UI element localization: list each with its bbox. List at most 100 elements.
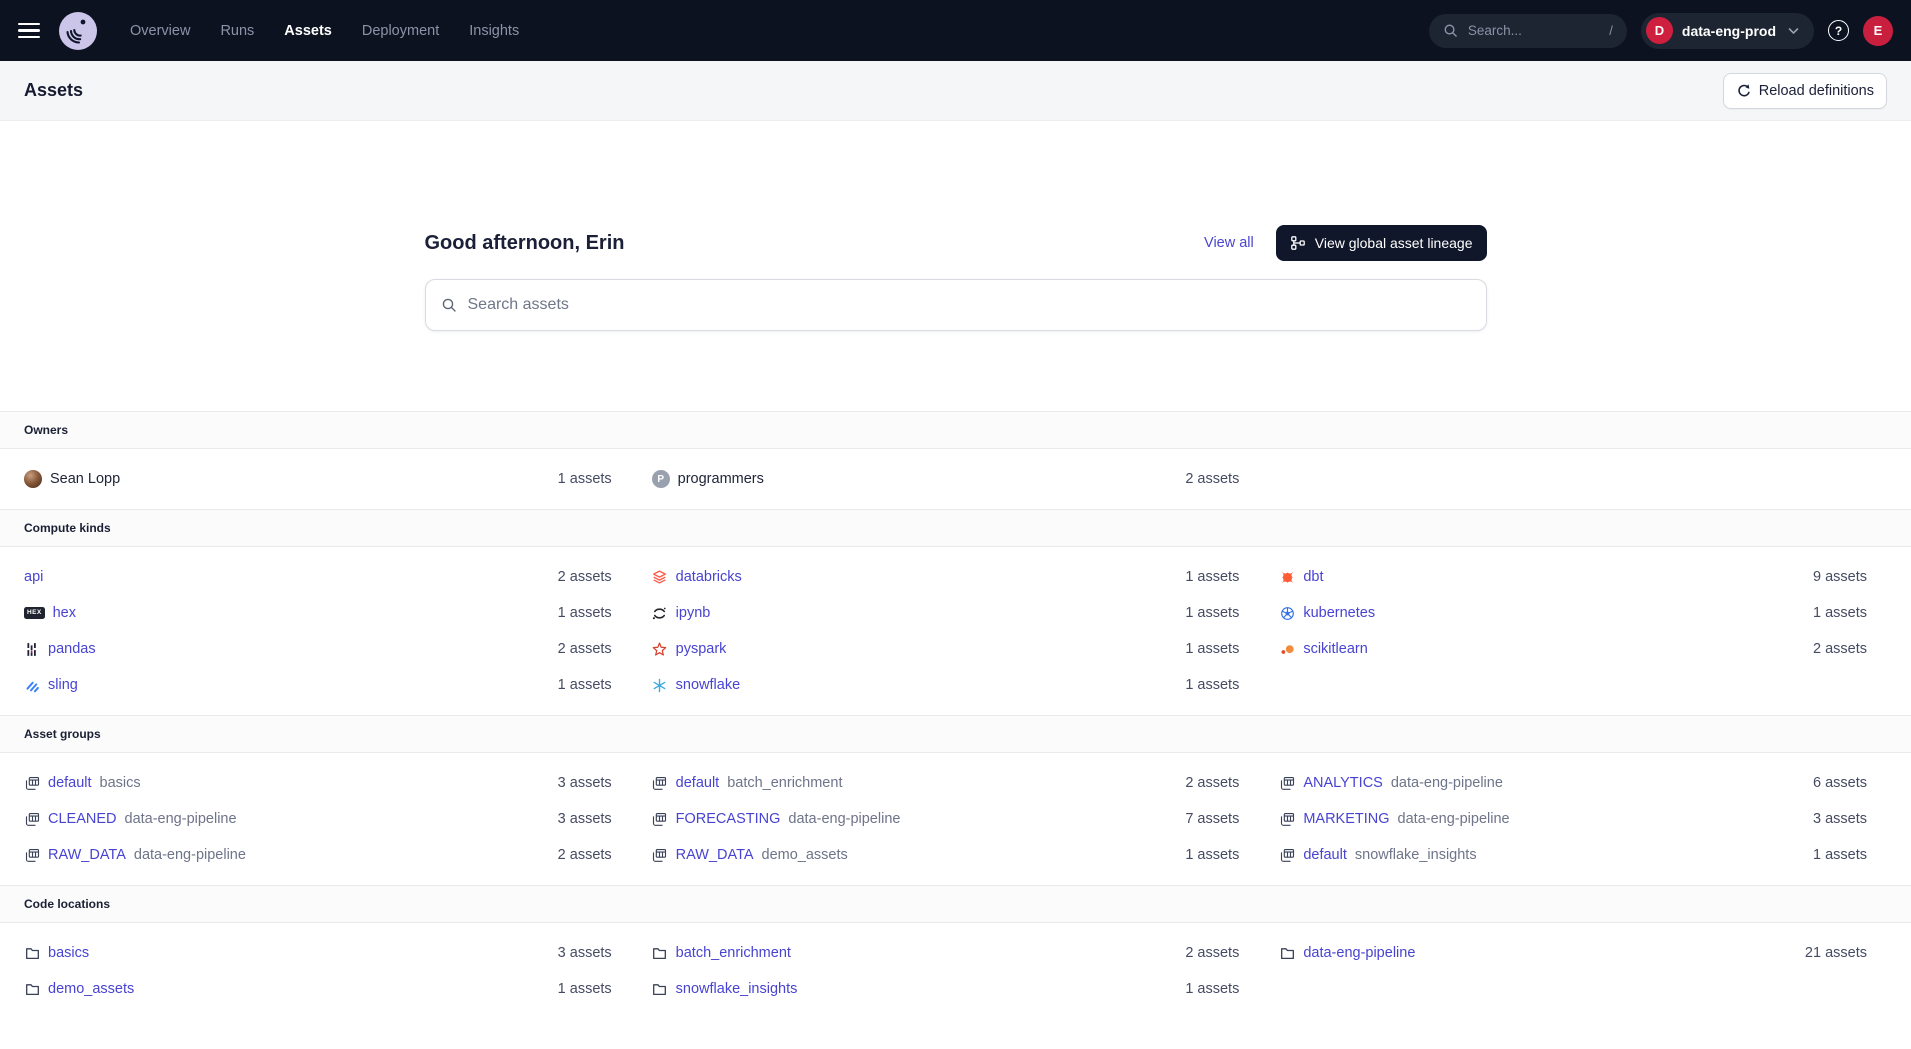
asset-group-icon (652, 776, 668, 791)
asset-name-suffix: data-eng-pipeline (788, 811, 901, 827)
nav-item-overview[interactable]: Overview (130, 22, 191, 39)
section-rows: default basics 3 assets default batch_enrich… (0, 753, 1911, 885)
deployment-switcher[interactable]: D data-eng-prod (1640, 12, 1814, 49)
link-default-snowflake-insights[interactable]: default snowflake_insights (1279, 847, 1477, 863)
chevron-down-icon (1785, 27, 1801, 35)
asset-search-input[interactable] (467, 296, 1471, 314)
asset-count: 2 assets (557, 847, 612, 863)
asset-name: default (675, 775, 720, 791)
link-ipynb[interactable]: ipynb (652, 605, 710, 621)
asset-cell: default snowflake_insights 1 assets (1279, 847, 1867, 863)
asset-name: programmers (677, 471, 764, 487)
view-global-asset-lineage-button[interactable]: View global asset lineage (1275, 225, 1487, 261)
view-all-link[interactable]: View all (1204, 235, 1254, 251)
link-databricks[interactable]: databricks (652, 569, 742, 585)
deployment-name: data-eng-prod (1681, 22, 1776, 39)
dagster-logo-icon[interactable] (58, 11, 98, 51)
asset-name-suffix: demo_assets (761, 847, 848, 863)
link-scikitlearn[interactable]: scikitlearn (1279, 641, 1368, 657)
link-kubernetes[interactable]: kubernetes (1279, 605, 1375, 621)
asset-name: snowflake_insights (675, 981, 798, 997)
link-pandas[interactable]: pandas (24, 641, 96, 657)
asset-cell: batch_enrichment 2 assets (652, 945, 1240, 961)
scikitlearn-icon (1279, 642, 1295, 657)
reload-definitions-button[interactable]: Reload definitions (1722, 72, 1887, 109)
nav-item-assets[interactable]: Assets (284, 22, 332, 39)
folder-icon (24, 982, 40, 997)
link-demo-assets[interactable]: demo_assets (24, 981, 134, 997)
asset-cell: RAW_DATA data-eng-pipeline 2 assets (24, 847, 612, 863)
asset-count: 3 assets (557, 811, 612, 827)
hex-icon: HEX (24, 606, 45, 620)
asset-count: 1 assets (1813, 847, 1867, 863)
search-icon (1443, 23, 1459, 38)
user-avatar-button[interactable]: E (1863, 15, 1893, 46)
menu-icon[interactable] (18, 22, 40, 39)
asset-count: 1 assets (1185, 847, 1240, 863)
asset-cell: ipynb 1 assets (652, 605, 1239, 621)
asset-cell: FORECASTING data-eng-pipeline 7 assets (652, 811, 1239, 827)
link-basics[interactable]: basics (24, 945, 89, 961)
section-label: Owners (24, 423, 69, 437)
pyspark-icon (652, 642, 668, 657)
asset-group-icon (24, 776, 40, 791)
asset-cell: ANALYTICS data-eng-pipeline 6 assets (1279, 775, 1867, 791)
asset-count: 9 assets (1813, 569, 1867, 585)
link-raw-data-demo-assets[interactable]: RAW_DATA demo_assets (652, 847, 848, 863)
global-search[interactable]: / (1428, 13, 1627, 48)
folder-icon (1279, 946, 1295, 961)
table-row: pandas 2 assets pyspark 1 assets scikitlearn… (24, 631, 1867, 667)
table-row: CLEANED data-eng-pipeline 3 assets FORECAST… (24, 801, 1867, 837)
help-icon[interactable]: ? (1828, 20, 1849, 41)
lineage-icon (1290, 235, 1306, 251)
nav-item-deployment[interactable]: Deployment (361, 22, 440, 39)
table-row: default basics 3 assets default batch_enrich… (24, 765, 1867, 801)
asset-group-icon (1279, 776, 1295, 791)
link-data-eng-pipeline[interactable]: data-eng-pipeline (1279, 945, 1415, 961)
asset-search-box[interactable] (424, 279, 1487, 331)
nav-item-insights[interactable]: Insights (469, 22, 520, 39)
reload-definitions-label: Reload definitions (1758, 82, 1874, 99)
asset-name-suffix: data-eng-pipeline (124, 811, 237, 827)
asset-count: 3 assets (557, 945, 612, 961)
link-snowflake-insights[interactable]: snowflake_insights (652, 981, 798, 997)
link-api[interactable]: api (24, 569, 43, 585)
asset-cell: snowflake_insights 1 assets (652, 981, 1239, 997)
asset-count: 1 assets (557, 981, 612, 997)
asset-name: batch_enrichment (675, 945, 791, 961)
asset-cell: CLEANED data-eng-pipeline 3 assets (24, 811, 612, 827)
link-snowflake[interactable]: snowflake (652, 677, 740, 693)
link-hex[interactable]: HEX hex (24, 605, 76, 621)
asset-name: ANALYTICS (1303, 775, 1383, 791)
global-search-input[interactable] (1467, 23, 1601, 38)
folder-icon (652, 982, 668, 997)
asset-count: 2 assets (1185, 945, 1240, 961)
nav-item-runs[interactable]: Runs (220, 22, 255, 39)
asset-cell: default batch_enrichment 2 assets (652, 775, 1239, 791)
asset-count: 2 assets (557, 641, 612, 657)
asset-count: 2 assets (1813, 641, 1867, 657)
asset-cell: demo_assets 1 assets (24, 981, 612, 997)
deployment-badge: D (1645, 17, 1673, 44)
link-dbt[interactable]: dbt (1279, 569, 1324, 585)
link-analytics-data-eng-pipeline[interactable]: ANALYTICS data-eng-pipeline (1279, 775, 1503, 791)
link-raw-data-data-eng-pipeline[interactable]: RAW_DATA data-eng-pipeline (24, 847, 246, 863)
link-cleaned-data-eng-pipeline[interactable]: CLEANED data-eng-pipeline (24, 811, 237, 827)
link-forecasting-data-eng-pipeline[interactable]: FORECASTING data-eng-pipeline (652, 811, 901, 827)
asset-cell: kubernetes 1 assets (1279, 605, 1867, 621)
link-default-batch-enrichment[interactable]: default batch_enrichment (652, 775, 842, 791)
asset-cell: dbt 9 assets (1279, 569, 1867, 585)
link-sean-lopp[interactable]: Sean Lopp (24, 470, 120, 488)
link-batch-enrichment[interactable]: batch_enrichment (652, 945, 791, 961)
asset-cell: scikitlearn 2 assets (1279, 641, 1867, 657)
link-marketing-data-eng-pipeline[interactable]: MARKETING data-eng-pipeline (1279, 811, 1510, 827)
user-avatar (24, 470, 42, 488)
link-sling[interactable]: sling (24, 677, 78, 693)
section-label: Asset groups (24, 727, 101, 741)
snowflake-icon (652, 678, 668, 693)
link-default-basics[interactable]: default basics (24, 775, 141, 791)
link-pyspark[interactable]: pyspark (652, 641, 726, 657)
